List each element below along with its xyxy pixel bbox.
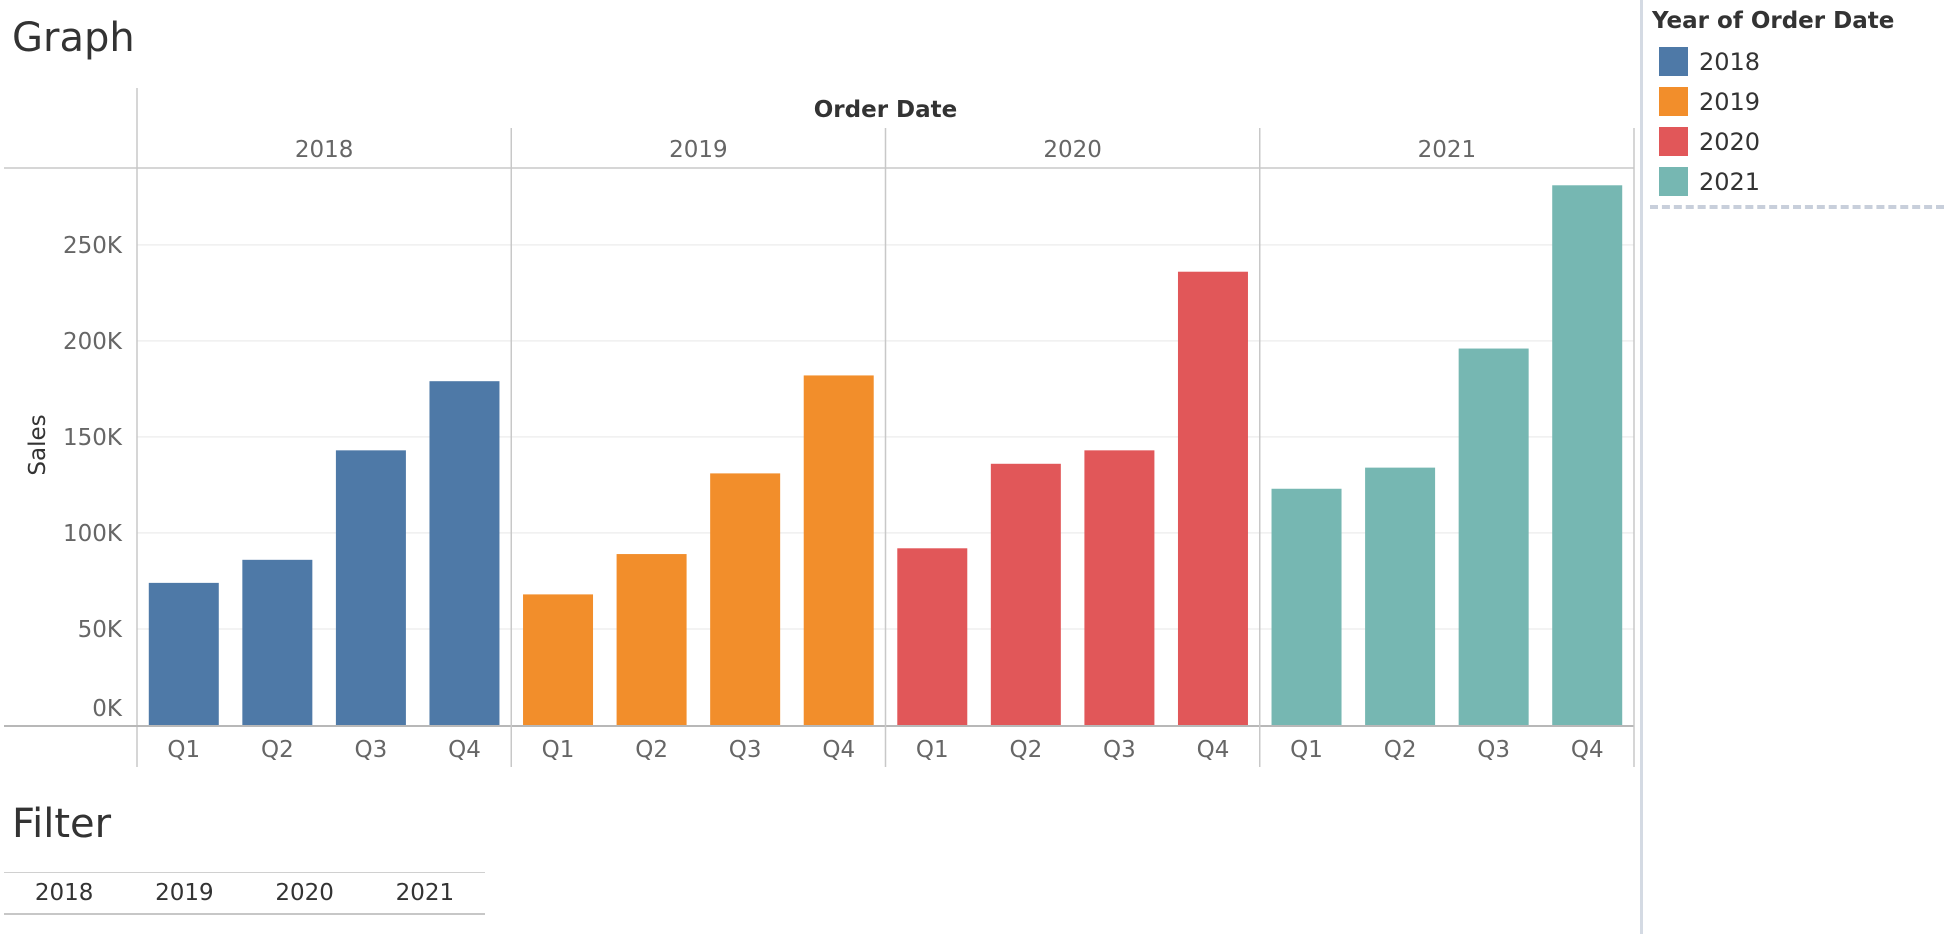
- quarter-label-2018-q1: Q1: [167, 737, 200, 763]
- legend-label: 2020: [1699, 127, 1761, 156]
- filter-item-2019[interactable]: 2019: [155, 880, 214, 906]
- quarter-label-2021-q1: Q1: [1290, 737, 1323, 763]
- legend-label: 2019: [1699, 87, 1761, 116]
- year-header-2019: 2019: [669, 137, 728, 163]
- bar-2018-q2: [242, 559, 313, 725]
- legend-swatch-2021: [1659, 167, 1688, 197]
- bar-2021-q1: [1271, 488, 1342, 725]
- legend-item-2020[interactable]: 2020: [1652, 122, 1944, 162]
- quarter-label-2018-q2: Q2: [261, 737, 294, 763]
- bar-2018-q1: [148, 582, 219, 725]
- legend-item-2019[interactable]: 2019: [1652, 82, 1944, 122]
- y-tick-label: 150K: [63, 425, 123, 451]
- y-tick-label: 100K: [63, 521, 123, 547]
- year-header-2021: 2021: [1418, 137, 1477, 163]
- quarter-label-2018-q3: Q3: [355, 737, 388, 763]
- quarter-label-2019-q4: Q4: [822, 737, 855, 763]
- year-header-2018: 2018: [295, 137, 354, 163]
- quarter-label-2020-q3: Q3: [1103, 737, 1136, 763]
- legend-title: Year of Order Date: [1652, 8, 1895, 34]
- bar-2018-q4: [429, 381, 500, 725]
- quarter-label-2020-q4: Q4: [1197, 737, 1230, 763]
- bar-2019-q2: [616, 554, 687, 725]
- legend-item-2018[interactable]: 2018: [1652, 42, 1944, 82]
- quarter-label-2019-q3: Q3: [729, 737, 762, 763]
- bar-2020-q1: [897, 548, 968, 725]
- year-filter: 2018 2019 2020 2021: [4, 872, 485, 915]
- legend-label: 2021: [1699, 167, 1761, 196]
- quarter-label-2020-q2: Q2: [1009, 737, 1042, 763]
- legend-label: 2018: [1699, 47, 1761, 76]
- bar-2020-q3: [1084, 450, 1155, 725]
- bar-2021-q3: [1458, 348, 1529, 725]
- legend-swatch-2019: [1659, 87, 1688, 117]
- filter-item-2018[interactable]: 2018: [34, 880, 94, 906]
- legend-item-2021[interactable]: 2021: [1652, 162, 1944, 202]
- dashboard-divider: [1640, 0, 1643, 934]
- quarter-label-2021-q3: Q3: [1477, 737, 1510, 763]
- bar-2021-q4: [1552, 185, 1623, 726]
- graph-title: Graph: [12, 15, 135, 61]
- filter-item-2021[interactable]: 2021: [395, 880, 455, 906]
- bar-2020-q4: [1177, 271, 1248, 725]
- bar-2019-q4: [803, 375, 874, 725]
- y-tick-label: 200K: [63, 329, 123, 355]
- sales-bar-chart: Order Date 2018 2019 2020 2021 Q1 Q2 Q3 Q4 Q1 Q2 Q3…: [4, 88, 1635, 767]
- bar-2020-q2: [990, 463, 1061, 725]
- filter-title: Filter: [12, 801, 112, 847]
- y-tick-label: 0K: [92, 696, 123, 722]
- quarter-label-2018-q4: Q4: [448, 737, 481, 763]
- y-tick-label: 50K: [78, 617, 123, 643]
- column-header-title: Order Date: [814, 97, 958, 123]
- legend-swatch-2020: [1659, 127, 1688, 157]
- year-header-2020: 2020: [1043, 137, 1102, 163]
- quarter-label-2020-q1: Q1: [916, 737, 949, 763]
- legend-divider: [1650, 205, 1944, 209]
- bar-2019-q3: [710, 473, 781, 725]
- color-legend: Year of Order Date 2018 2019 2020 2021: [1652, 8, 1944, 202]
- bar-2021-q2: [1365, 467, 1436, 725]
- quarter-label-2019-q2: Q2: [635, 737, 668, 763]
- quarter-label-2021-q4: Q4: [1571, 737, 1604, 763]
- quarter-label-2019-q1: Q1: [542, 737, 575, 763]
- bar-2018-q3: [335, 450, 406, 725]
- legend-swatch-2018: [1659, 47, 1688, 77]
- y-tick-label: 250K: [63, 233, 123, 259]
- quarter-label-2021-q2: Q2: [1384, 737, 1417, 763]
- bar-2019-q1: [523, 594, 594, 725]
- y-axis-title: Sales: [25, 414, 51, 475]
- filter-item-2020[interactable]: 2020: [275, 880, 334, 906]
